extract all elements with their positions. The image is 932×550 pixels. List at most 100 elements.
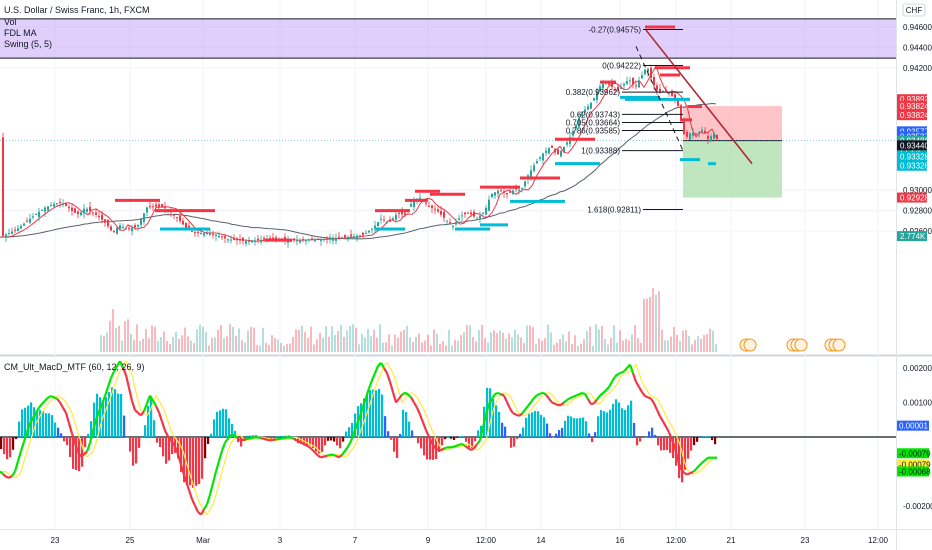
volume-bar bbox=[283, 345, 285, 352]
macd-line bbox=[484, 403, 491, 415]
candle-body bbox=[410, 203, 412, 207]
event-icon[interactable] bbox=[794, 338, 808, 352]
price-tag[interactable] bbox=[897, 126, 927, 137]
histogram-bar bbox=[660, 437, 663, 451]
volume-bar bbox=[466, 325, 468, 352]
fib-level-label: 0.786(0.93585) bbox=[566, 127, 621, 136]
volume-bar bbox=[220, 324, 222, 352]
candle-body bbox=[368, 230, 370, 233]
histogram-bar bbox=[654, 434, 657, 437]
currency-badge[interactable] bbox=[902, 3, 926, 17]
stop-loss-zone[interactable] bbox=[683, 106, 782, 141]
fib-retracement[interactable]: -0.27(0.94575) 0(0.94222) 0.382(0.93962) 0.… bbox=[566, 26, 684, 215]
candle-body bbox=[269, 237, 271, 240]
fib-level-label: -0.27(0.94575) bbox=[589, 26, 642, 35]
volume-bar bbox=[658, 291, 660, 352]
volume-bar bbox=[343, 336, 345, 352]
time-axis[interactable]: 23 25 Mar 3 7 9 12:00 14 16 12:00 21 23 12:00 bbox=[51, 536, 889, 545]
osc-tag[interactable] bbox=[897, 466, 929, 477]
macd-line bbox=[344, 446, 349, 452]
price-tag[interactable] bbox=[897, 160, 927, 171]
volume-bar bbox=[478, 330, 480, 352]
histogram-bar bbox=[450, 437, 453, 439]
candle-body bbox=[140, 219, 142, 225]
histogram-bar bbox=[234, 430, 237, 437]
candle-body bbox=[473, 211, 475, 217]
histogram-bar bbox=[162, 437, 165, 457]
macd-line bbox=[473, 443, 478, 449]
histogram-bar bbox=[384, 416, 387, 437]
candle-body bbox=[191, 231, 193, 232]
volume-bar bbox=[496, 333, 498, 352]
macd-line bbox=[605, 386, 610, 392]
macd-line bbox=[425, 429, 430, 438]
volume-bar bbox=[208, 345, 210, 352]
candle-body bbox=[440, 211, 442, 215]
candle-body bbox=[392, 218, 394, 221]
osc-tag[interactable] bbox=[897, 459, 929, 470]
macd-line bbox=[73, 442, 80, 453]
macd-line bbox=[121, 367, 128, 376]
event-icon[interactable] bbox=[743, 338, 757, 352]
histogram-bar bbox=[183, 437, 186, 483]
price-tag[interactable] bbox=[897, 140, 927, 151]
volume-bar bbox=[160, 337, 162, 352]
take-profit-zone[interactable] bbox=[683, 140, 782, 198]
macd-line bbox=[578, 392, 583, 396]
macd-line bbox=[41, 400, 46, 405]
volume-bar bbox=[673, 326, 675, 352]
indicator-swing[interactable]: Swing (5, 5) bbox=[4, 39, 52, 49]
macd-oscillator bbox=[0, 359, 896, 516]
histogram-bar bbox=[414, 437, 417, 438]
oscillator-pane[interactable] bbox=[0, 357, 896, 529]
volume-bar bbox=[277, 339, 279, 352]
histogram-bar bbox=[624, 409, 627, 437]
histogram-bar bbox=[492, 398, 495, 437]
event-icon[interactable] bbox=[832, 338, 846, 352]
macd-line bbox=[692, 468, 697, 473]
symbol-title[interactable]: U.S. Dollar / Swiss Franc, 1h, FXCM bbox=[4, 5, 150, 15]
descending-trendline[interactable] bbox=[645, 29, 753, 165]
volume-bar bbox=[223, 338, 225, 352]
candle-body bbox=[521, 187, 523, 189]
price-tag[interactable] bbox=[897, 110, 927, 121]
histogram-bar bbox=[501, 422, 504, 437]
histogram-bar bbox=[192, 437, 195, 488]
price-tag[interactable] bbox=[897, 192, 927, 203]
volume-bar bbox=[295, 329, 297, 352]
price-tag[interactable] bbox=[897, 101, 927, 112]
price-tag[interactable] bbox=[897, 231, 927, 242]
price-tag[interactable] bbox=[897, 94, 927, 105]
histogram-bar bbox=[18, 421, 21, 437]
osc-tag[interactable] bbox=[897, 420, 929, 431]
event-icons[interactable] bbox=[739, 338, 846, 352]
candles bbox=[2, 64, 718, 248]
price-tag[interactable] bbox=[897, 151, 927, 162]
price-axis[interactable]: 0.946000.944000.942000.930000.928000.926… bbox=[897, 23, 932, 242]
candle-body bbox=[380, 218, 382, 220]
osc-tag[interactable] bbox=[897, 448, 929, 459]
macd-line bbox=[13, 460, 20, 472]
histogram-bar bbox=[369, 390, 372, 437]
macd-line bbox=[352, 424, 359, 434]
trend-lines[interactable] bbox=[645, 29, 753, 165]
histogram-bar bbox=[519, 433, 522, 437]
volume-bar bbox=[352, 324, 354, 352]
histogram-bar bbox=[198, 437, 201, 484]
volume-bar bbox=[217, 329, 219, 352]
oscillator-title[interactable]: CM_Ult_MacD_MTF (60, 12, 26, 9) bbox=[4, 362, 145, 372]
indicator-vol[interactable]: Vol bbox=[4, 17, 17, 27]
oscillator-axis[interactable]: 0.002000.00100-0.002000.00001-0.00079-0.… bbox=[897, 364, 932, 511]
volume-bar bbox=[136, 324, 138, 352]
volume-bar bbox=[328, 336, 330, 352]
histogram-bar bbox=[513, 437, 516, 447]
short-position-tool[interactable] bbox=[0, 106, 896, 198]
volume-bar bbox=[226, 336, 228, 352]
candle-body bbox=[293, 238, 295, 241]
candle-body bbox=[383, 219, 385, 221]
volume-bar bbox=[508, 333, 510, 352]
histogram-bar bbox=[651, 427, 654, 437]
macd-line bbox=[361, 397, 368, 408]
indicator-fdl-ma[interactable]: FDL MA bbox=[4, 28, 37, 38]
